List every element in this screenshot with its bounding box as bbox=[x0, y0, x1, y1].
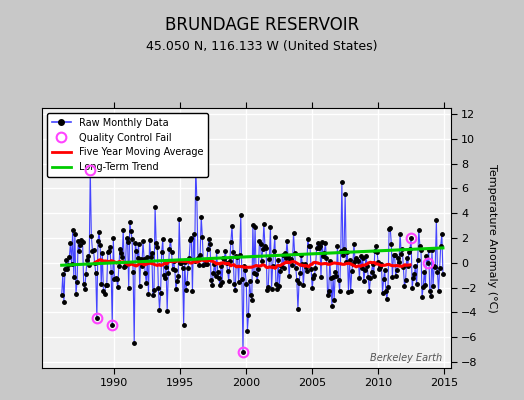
Text: Berkeley Earth: Berkeley Earth bbox=[370, 353, 442, 363]
Y-axis label: Temperature Anomaly (°C): Temperature Anomaly (°C) bbox=[487, 164, 497, 312]
Legend: Raw Monthly Data, Quality Control Fail, Five Year Moving Average, Long-Term Tren: Raw Monthly Data, Quality Control Fail, … bbox=[47, 113, 208, 177]
Text: BRUNDAGE RESERVOIR: BRUNDAGE RESERVOIR bbox=[165, 16, 359, 34]
Text: 45.050 N, 116.133 W (United States): 45.050 N, 116.133 W (United States) bbox=[146, 40, 378, 53]
